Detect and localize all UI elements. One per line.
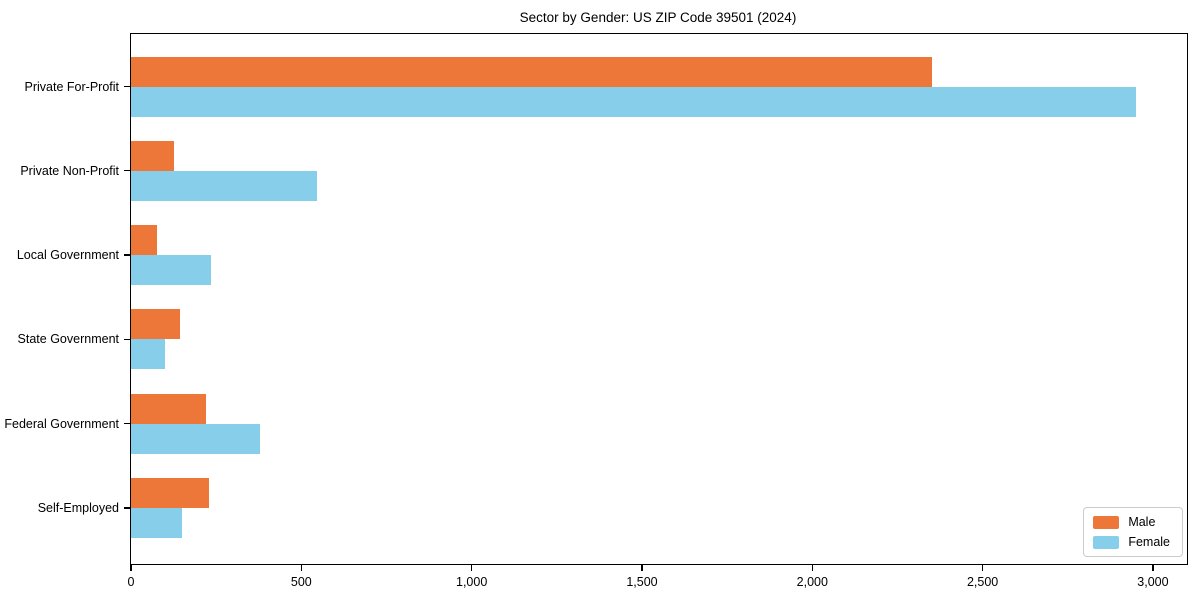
x-tick-3 xyxy=(641,564,643,571)
bar-male-1 xyxy=(131,140,174,171)
x-tick-label-5: 2,500 xyxy=(966,575,999,589)
bar-male-3 xyxy=(131,309,181,340)
bar-female-1 xyxy=(131,170,317,201)
x-tick-label-1: 500 xyxy=(290,575,312,589)
legend: Male Female xyxy=(1083,507,1183,557)
legend-label-male: Male xyxy=(1128,515,1156,529)
y-tick-5 xyxy=(124,507,130,509)
y-tick-2 xyxy=(124,254,130,256)
bar-female-3 xyxy=(131,339,166,370)
x-tick-label-3: 1,500 xyxy=(626,575,658,589)
y-tick-label-0: Private For-Profit xyxy=(24,79,119,94)
y-tick-label-3: State Government xyxy=(17,332,119,347)
bar-female-4 xyxy=(131,423,261,454)
x-tick-1 xyxy=(300,564,302,571)
x-tick-6 xyxy=(1152,564,1154,571)
x-tick-label-4: 2,000 xyxy=(796,575,828,589)
y-tick-label-5: Self-Employed xyxy=(37,501,119,515)
bar-female-2 xyxy=(131,255,212,286)
bar-male-4 xyxy=(131,393,206,424)
x-tick-label-2: 1,000 xyxy=(456,575,488,589)
plot-area: Male Female Private For-Profit Private No… xyxy=(4,33,1188,589)
bar-male-2 xyxy=(131,225,157,256)
bar-male-5 xyxy=(131,478,210,508)
legend-item-male: Male xyxy=(1093,515,1170,529)
x-tick-0 xyxy=(130,564,132,571)
y-tick-label-1: Private Non-Profit xyxy=(20,163,119,178)
y-tick-1 xyxy=(124,170,130,172)
y-tick-4 xyxy=(124,423,130,425)
y-tick-3 xyxy=(124,338,130,341)
bar-female-0 xyxy=(131,86,1136,117)
legend-item-female: Female xyxy=(1093,535,1170,549)
chart-title: Sector by Gender: US ZIP Code 39501 (202… xyxy=(519,10,797,25)
y-tick-label-4: Federal Government xyxy=(4,416,119,431)
bar-female-5 xyxy=(131,508,183,538)
x-tick-label-6: 3,000 xyxy=(1137,575,1169,589)
y-tick-0 xyxy=(124,85,130,88)
legend-swatch-female xyxy=(1093,535,1120,549)
x-tick-label-0: 0 xyxy=(127,575,135,589)
legend-swatch-male xyxy=(1093,515,1120,529)
bar-male-0 xyxy=(131,56,932,87)
y-tick-label-2: Local Government xyxy=(16,248,119,263)
legend-label-female: Female xyxy=(1128,535,1170,549)
x-tick-4 xyxy=(811,564,813,571)
x-tick-5 xyxy=(981,564,984,571)
x-tick-2 xyxy=(470,564,473,571)
